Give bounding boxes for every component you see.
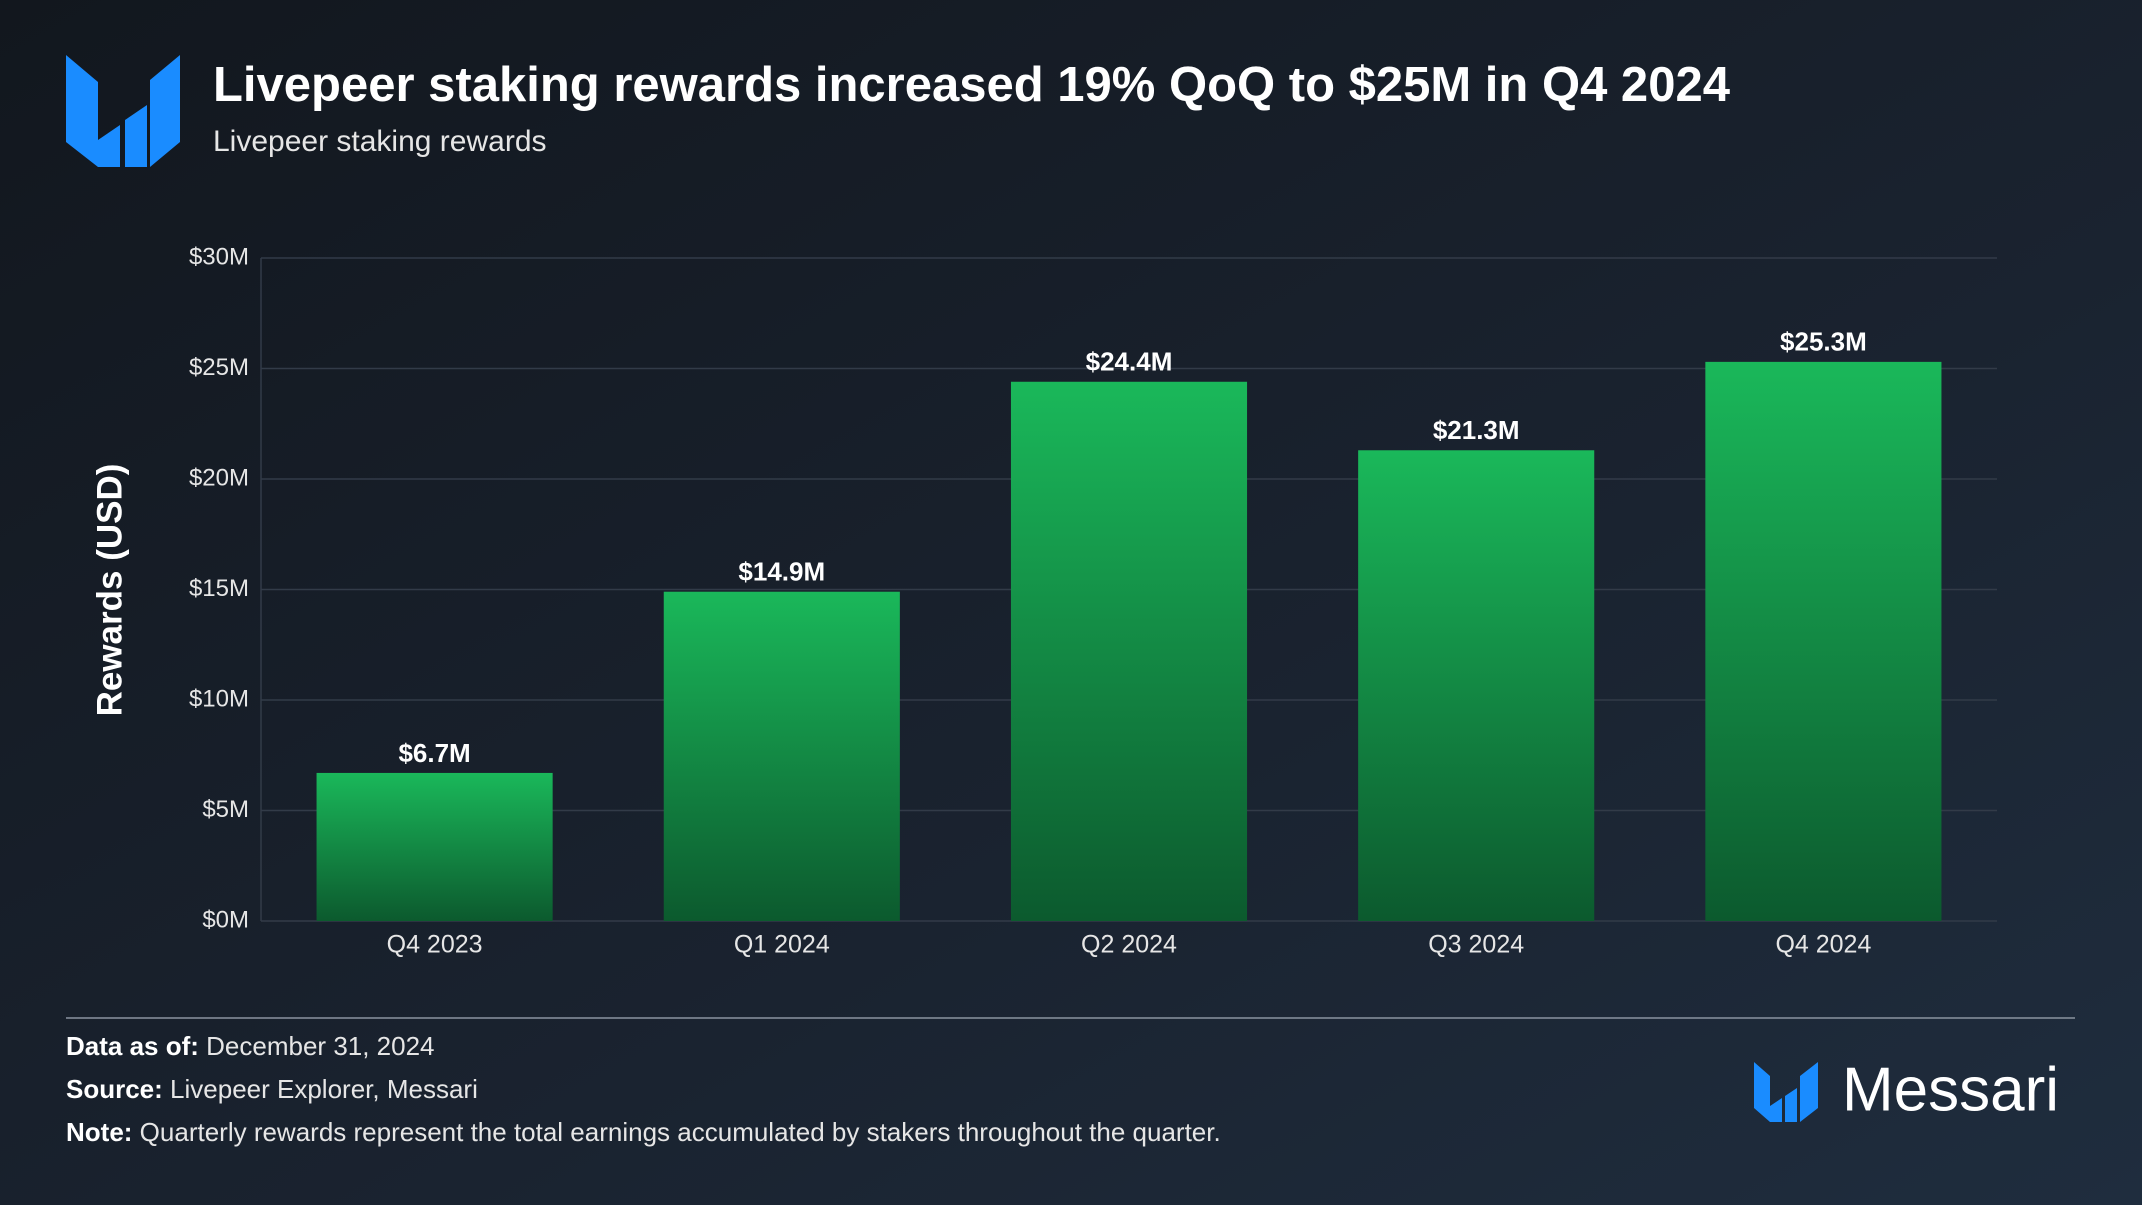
- logo-part: [125, 105, 147, 167]
- value-label: $24.4M: [1086, 347, 1173, 377]
- value-label: $25.3M: [1780, 327, 1867, 357]
- y-tick-label: $25M: [189, 354, 249, 381]
- chart-subtitle: Livepeer staking rewards: [213, 125, 547, 158]
- y-tick-label: $15M: [189, 575, 249, 602]
- brand-logo: [1754, 1062, 1818, 1122]
- chart-title: Livepeer staking rewards increased 19% Q…: [213, 58, 1730, 112]
- logo-part: [66, 55, 120, 167]
- plot: $0M $5M $10M $15M $20M $25M $30M Q4 2023 $6.7M Q1…: [189, 243, 1997, 959]
- y-tick-label: $5M: [202, 796, 249, 823]
- footer-text: Quarterly rewards represent the total ea…: [140, 1117, 1221, 1147]
- bar: [1010, 381, 1248, 921]
- footer-text: Livepeer Explorer, Messari: [170, 1074, 478, 1104]
- brand-name: Messari: [1842, 1055, 2059, 1124]
- footer-line: Note: Quarterly rewards represent the to…: [66, 1117, 1221, 1147]
- footer-line: Data as of: December 31, 2024: [66, 1031, 435, 1061]
- bar: [316, 772, 553, 921]
- y-tick-label: $10M: [189, 685, 249, 712]
- bar: [1705, 361, 1942, 921]
- logo: [66, 55, 180, 167]
- x-tick-label: Q3 2024: [1428, 931, 1524, 959]
- value-label: $6.7M: [398, 738, 470, 768]
- footer-label: Source:: [66, 1074, 163, 1104]
- logo-part: [1800, 1062, 1818, 1122]
- x-tick-label: Q2 2024: [1081, 931, 1177, 959]
- footer-text: December 31, 2024: [206, 1031, 434, 1061]
- y-tick-label: $20M: [189, 464, 249, 491]
- x-tick-label: Q4 2023: [387, 931, 483, 959]
- y-axis-label: Rewards (USD): [90, 464, 129, 717]
- logo-part: [1785, 1088, 1797, 1122]
- value-label: $14.9M: [738, 557, 825, 587]
- logo-part: [1754, 1062, 1782, 1122]
- x-tick-label: Q1 2024: [734, 931, 830, 959]
- logo-part: [150, 55, 180, 167]
- x-tick-label: Q4 2024: [1775, 931, 1871, 959]
- footer-line: Source: Livepeer Explorer, Messari: [66, 1074, 478, 1104]
- footer-label: Data as of:: [66, 1031, 199, 1061]
- footer-label: Note:: [66, 1117, 132, 1147]
- bar: [1358, 450, 1595, 921]
- value-label: $21.3M: [1433, 415, 1520, 445]
- y-tick-label: $0M: [202, 906, 249, 933]
- bar: [663, 591, 900, 921]
- y-tick-label: $30M: [189, 243, 249, 270]
